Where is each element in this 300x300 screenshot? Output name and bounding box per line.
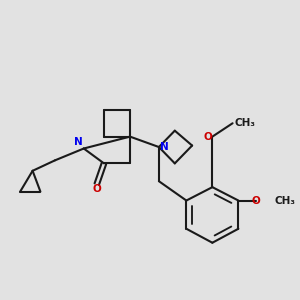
- Text: CH₃: CH₃: [234, 118, 255, 128]
- Text: O: O: [251, 196, 260, 206]
- Text: O: O: [92, 184, 101, 194]
- Text: CH₃: CH₃: [274, 196, 296, 206]
- Text: O: O: [204, 132, 212, 142]
- Text: N: N: [160, 142, 169, 152]
- Text: N: N: [74, 137, 82, 147]
